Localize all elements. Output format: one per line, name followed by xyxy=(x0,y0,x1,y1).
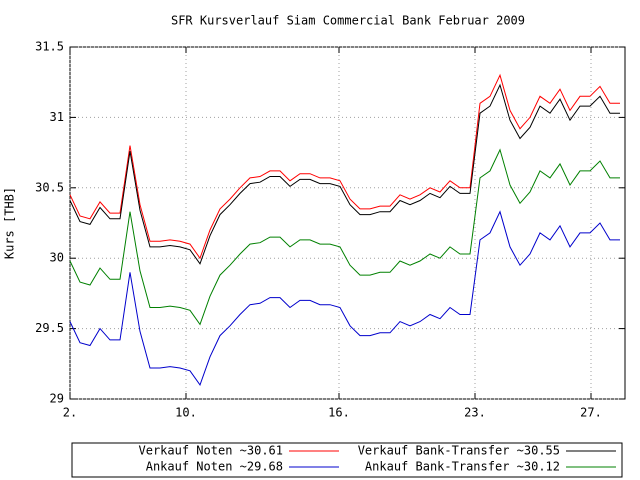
data-line xyxy=(69,148,620,326)
data-line xyxy=(69,73,620,260)
x-tick-label: 16. xyxy=(328,406,350,420)
data-line xyxy=(69,210,620,386)
chart-title: SFR Kursverlauf Siam Commercial Bank Feb… xyxy=(171,14,525,28)
x-tick-label: 23. xyxy=(464,406,486,420)
x-tick-label: 2. xyxy=(63,406,77,420)
legend-box xyxy=(71,442,623,478)
y-axis-label: Kurs [THB] xyxy=(3,187,17,259)
y-tick-label: 30 xyxy=(50,251,64,265)
x-tick-label: 27. xyxy=(580,406,602,420)
x-tick-label: 10. xyxy=(175,406,197,420)
y-tick-label: 31.5 xyxy=(35,40,64,54)
plot-frame xyxy=(69,46,626,400)
legend-label: Ankauf Noten ~29.68 xyxy=(146,460,283,474)
legend-label: Verkauf Noten ~30.61 xyxy=(139,444,284,458)
y-tick-label: 29.5 xyxy=(35,321,64,335)
y-tick-label: 31 xyxy=(50,110,64,124)
legend-label: Ankauf Bank-Transfer ~30.12 xyxy=(365,460,560,474)
legend-label: Verkauf Bank-Transfer ~30.55 xyxy=(358,444,560,458)
y-tick-label: 30.5 xyxy=(35,180,64,194)
y-tick-label: 29 xyxy=(50,392,64,406)
data-line xyxy=(69,83,620,265)
